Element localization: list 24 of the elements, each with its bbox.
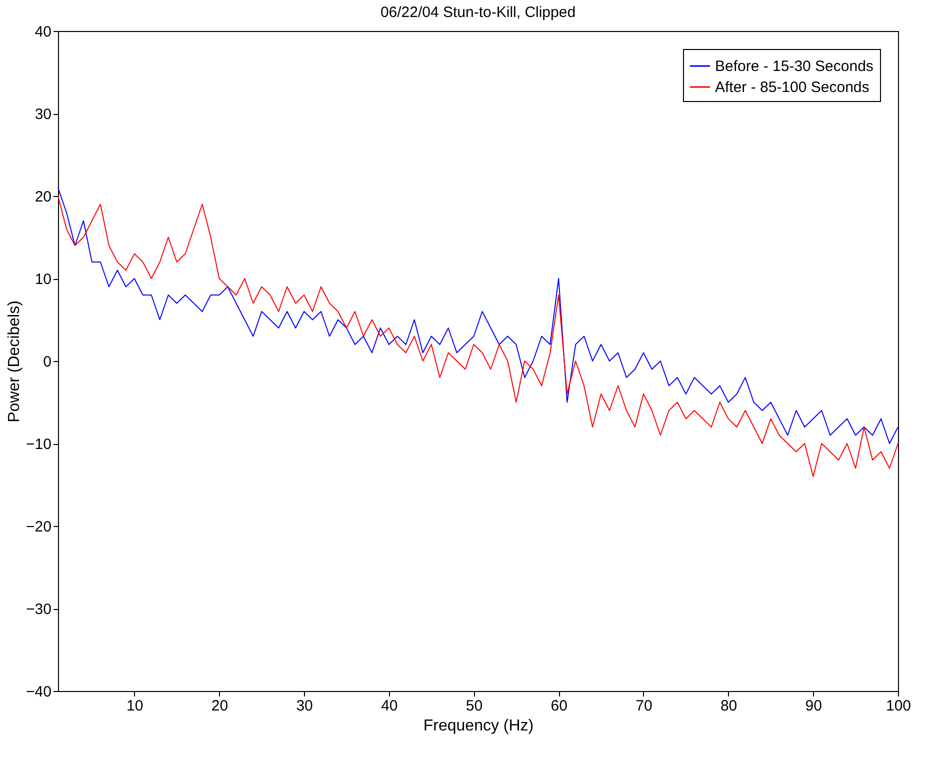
y-tick-label: −30 [26,601,52,618]
y-tick-label: 10 [34,271,52,288]
x-tick-label: 100 [886,698,912,714]
legend-label: Before - 15-30 Seconds [715,58,874,75]
y-tick-label: 40 [34,24,52,40]
y-tick-label: 0 [43,354,52,370]
legend-label: After - 85-100 Seconds [715,79,870,96]
y-tick-label: 20 [34,188,52,206]
x-tick-label: 10 [126,698,144,714]
x-tick-label: 70 [636,698,652,714]
x-tick-label: 60 [550,698,568,714]
x-tick-label: 30 [296,698,313,714]
x-tick-label: 40 [381,698,398,714]
x-tick-label: 90 [805,698,822,714]
y-tick-label: −40 [26,684,52,700]
x-tick-label: 20 [211,698,228,714]
y-tick-label: −10 [26,436,52,453]
y-tick-label: 30 [34,106,52,123]
y-axis-title: Power (Decibels) [6,300,24,422]
x-tick-label: 80 [720,698,738,714]
x-axis-title: Frequency (Hz) [423,718,534,734]
x-tick-label: 50 [466,698,483,714]
chart-title: 06/22/04 Stun-to-Kill, Clipped [380,4,576,21]
y-tick-label: −20 [26,518,52,536]
